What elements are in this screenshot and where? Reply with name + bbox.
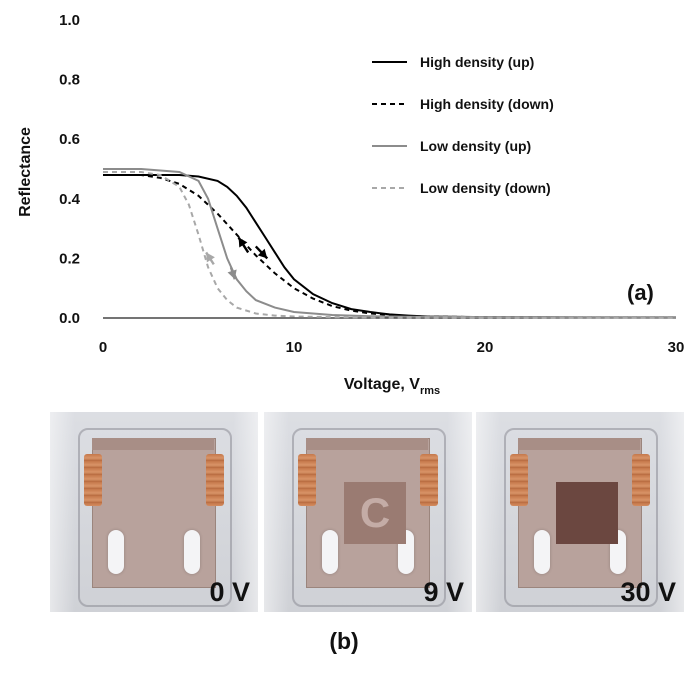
voltage-label: 30 V (620, 577, 676, 607)
legend-entry: High density (down) (420, 96, 554, 112)
legend-entry: Low density (up) (420, 138, 531, 154)
copper-electrode (420, 454, 438, 506)
switched-region (556, 482, 618, 544)
x-tick-label: 0 (99, 339, 107, 356)
photo-9v: C 9 V (264, 412, 472, 612)
arrow-head (257, 248, 268, 259)
switched-region (344, 482, 406, 544)
x-axis-label-main: Voltage, V (344, 376, 420, 393)
voltage-label: 9 V (423, 577, 464, 607)
arrow-head (227, 269, 237, 280)
y-tick-label: 1.0 (59, 12, 80, 29)
photo-0v: 0 V (50, 412, 258, 612)
series-line-1 (103, 174, 676, 319)
reflectance-chart: 0 10 20 30 0.0 0.2 0.4 0.6 0.8 1.0 High density (… (17, 12, 684, 397)
copper-electrode (298, 454, 316, 506)
series-line-0 (103, 174, 676, 319)
y-tick-label: 0.6 (59, 131, 80, 148)
x-axis-label: Voltage, Vrms (344, 376, 440, 397)
y-axis-label: Reflectance (17, 127, 34, 217)
arrow-head (238, 237, 248, 248)
x-tick-label: 20 (477, 339, 494, 356)
pattern-letter: C (359, 489, 391, 536)
series-line-3 (103, 171, 676, 319)
y-tick-label: 0.2 (59, 250, 80, 267)
x-tick-label: 10 (286, 339, 303, 356)
legend-entry: Low density (down) (420, 180, 551, 196)
panel-a-label: (a) (627, 280, 654, 305)
copper-electrode (84, 454, 102, 506)
copper-electrode (206, 454, 224, 506)
hysteresis-arrows (205, 236, 269, 280)
copper-electrode (510, 454, 528, 506)
y-tick-label: 0.0 (59, 310, 80, 327)
photo-30v: 30 V (476, 412, 684, 612)
copper-electrode (632, 454, 650, 506)
x-tick-label: 30 (668, 339, 685, 356)
voltage-label: 0 V (209, 577, 250, 607)
arrow-head (206, 252, 215, 263)
legend-entry: High density (up) (420, 54, 534, 70)
chart-ticks: 0 10 20 30 0.0 0.2 0.4 0.6 0.8 1.0 (59, 12, 684, 356)
chart-series (103, 168, 676, 319)
chart-legend: High density (up) High density (down) Low … (372, 54, 554, 196)
y-tick-label: 0.4 (59, 191, 81, 208)
x-axis-label-subscript: rms (420, 385, 440, 397)
panel-b-label: (b) (329, 628, 359, 654)
y-tick-label: 0.8 (59, 72, 80, 89)
series-line-2 (103, 168, 676, 319)
